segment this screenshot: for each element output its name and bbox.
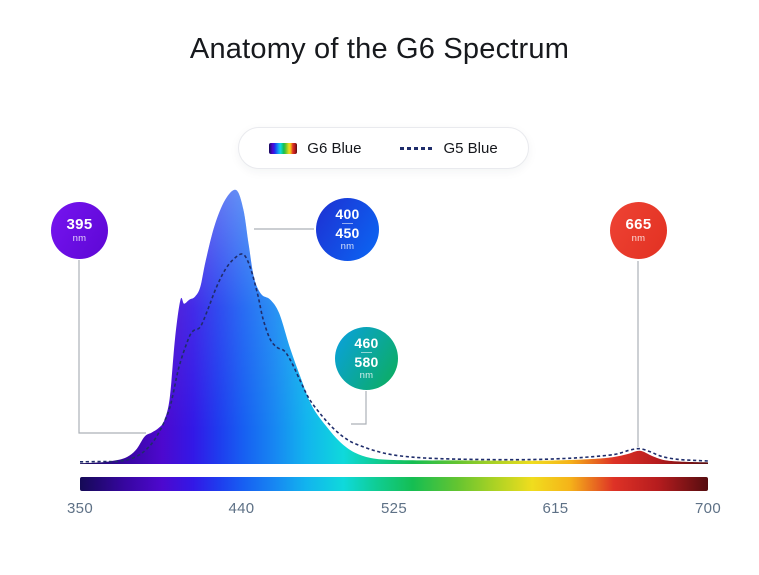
callout-unit: nm — [359, 370, 374, 381]
callout-connector-395 — [78, 260, 146, 434]
legend-label-g6: G6 Blue — [307, 139, 362, 157]
callout-value: 400 — [335, 206, 360, 222]
callout-badge-665: 665 nm — [610, 202, 667, 259]
callout-badge-395: 395 nm — [51, 202, 108, 259]
spectrum-axis-bar — [80, 477, 708, 491]
callout-value: 580 — [354, 354, 379, 370]
callout-value: 665 — [625, 216, 652, 233]
legend: G6 Blue G5 Blue — [238, 127, 529, 169]
g6-spectrum-highlight — [80, 189, 708, 464]
legend-swatch-g6-gradient — [269, 142, 298, 154]
callout-badge-400-450: 400 450 nm — [316, 198, 379, 261]
callout-value: 450 — [335, 225, 360, 241]
callout-divider — [361, 352, 372, 353]
callout-unit: nm — [631, 233, 646, 244]
legend-label-g5: G5 Blue — [443, 139, 498, 157]
legend-swatch-g5-dashed — [399, 146, 434, 150]
callout-value: 395 — [66, 216, 93, 233]
callout-badge-460-580: 460 580 nm — [335, 327, 398, 390]
callout-unit: nm — [72, 233, 87, 244]
callout-connector-460-580 — [351, 391, 367, 425]
callout-divider — [342, 223, 353, 224]
callout-value: 460 — [354, 335, 379, 351]
page-title: Anatomy of the G6 Spectrum — [189, 33, 570, 65]
callout-unit: nm — [340, 241, 355, 252]
